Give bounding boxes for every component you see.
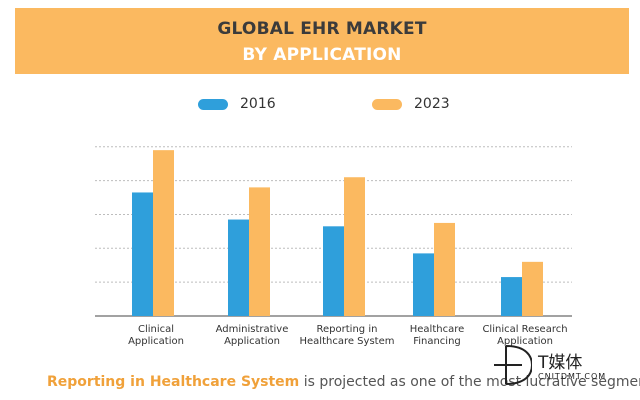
footer-highlight: Reporting in Healthcare System bbox=[47, 374, 300, 390]
watermark-cn-text: T媒体 bbox=[538, 353, 583, 373]
bar-2023-0 bbox=[153, 150, 174, 316]
legend-item-2023: 2023 bbox=[372, 96, 450, 112]
category-label-line: Application bbox=[128, 336, 184, 347]
bar-2016-3 bbox=[413, 253, 434, 316]
watermark: T媒体 CNITDMT.COM bbox=[492, 342, 632, 392]
category-label-line: Financing bbox=[413, 336, 461, 347]
bar-2023-1 bbox=[249, 187, 270, 316]
watermark-url: CNITDMT.COM bbox=[538, 372, 607, 381]
legend-item-2016: 2016 bbox=[198, 96, 276, 112]
bar-2016-4 bbox=[501, 277, 522, 316]
td-logo-icon bbox=[494, 345, 532, 385]
bar-2016-2 bbox=[323, 226, 344, 316]
category-label-line: Reporting in bbox=[317, 324, 378, 335]
chart-legend: 2016 2023 bbox=[0, 96, 640, 116]
category-label-line: Clinical bbox=[138, 324, 174, 335]
category-label-line: Application bbox=[497, 336, 553, 347]
category-label-line: Healthcare System bbox=[300, 336, 395, 347]
category-label-4: Clinical Research Application bbox=[482, 324, 567, 347]
chart-subtitle: BY APPLICATION bbox=[242, 45, 402, 65]
title-banner: GLOBAL EHR MARKET BY APPLICATION bbox=[15, 8, 629, 74]
legend-label-2016: 2016 bbox=[240, 96, 276, 112]
legend-label-2023: 2023 bbox=[414, 96, 450, 112]
legend-swatch-2016 bbox=[198, 98, 228, 110]
category-label-3: Healthcare Financing bbox=[410, 324, 465, 347]
footer-note: Reporting in Healthcare System is projec… bbox=[47, 374, 640, 390]
bar-2023-3 bbox=[434, 222, 455, 316]
bar-2016-1 bbox=[228, 219, 249, 316]
chart-title: GLOBAL EHR MARKET bbox=[217, 19, 427, 39]
category-label-0: Clinical Application bbox=[128, 324, 184, 347]
footer-text: is projected as one of the most lucrativ… bbox=[299, 374, 640, 390]
category-label-2: Reporting in Healthcare System bbox=[300, 324, 395, 347]
bar-2023-2 bbox=[344, 177, 365, 316]
category-label-line: Application bbox=[224, 336, 280, 347]
bar-2016-0 bbox=[132, 192, 153, 316]
category-label-line: Healthcare bbox=[410, 324, 465, 335]
bar-2023-4 bbox=[522, 261, 543, 316]
legend-swatch-2023 bbox=[372, 98, 402, 110]
category-label-1: Administrative Application bbox=[216, 324, 289, 347]
category-label-line: Clinical Research bbox=[482, 324, 567, 335]
category-label-line: Administrative bbox=[216, 324, 289, 335]
